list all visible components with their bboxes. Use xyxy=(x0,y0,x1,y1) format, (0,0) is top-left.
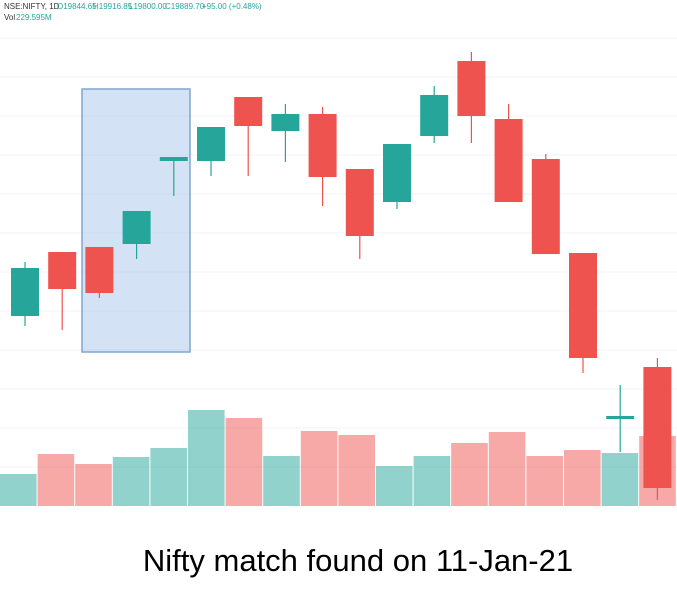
candle-body xyxy=(159,157,188,161)
volume-bar xyxy=(225,418,263,506)
volume-bar xyxy=(37,454,75,506)
candle-body xyxy=(531,159,560,254)
symbol: NSE:NIFTY, 1D xyxy=(4,2,60,11)
low-label: L19800.00 xyxy=(129,2,167,11)
high-label: H19916.85 xyxy=(93,2,133,11)
volume-bar xyxy=(564,450,601,506)
candle-body xyxy=(420,95,449,136)
candle-body xyxy=(271,114,300,131)
volume-bar xyxy=(300,431,338,506)
close-label: C19889.70 xyxy=(165,2,205,11)
volume-bar xyxy=(338,435,375,506)
volume-bar xyxy=(526,456,563,506)
volume-value: 229.595M xyxy=(16,13,52,22)
open-label: O19844.65 xyxy=(57,2,97,11)
volume-bar xyxy=(413,456,451,506)
marks xyxy=(0,52,676,506)
volume-bar xyxy=(601,453,639,506)
volume-bar xyxy=(376,466,413,506)
volume-bar xyxy=(263,456,300,506)
caption: Nifty match found on 11-Jan-21 xyxy=(143,543,573,578)
volume-bar xyxy=(75,464,112,506)
change-label: +95.00 (+0.48%) xyxy=(202,2,262,11)
candle-body xyxy=(345,169,374,236)
volume-bar xyxy=(488,432,526,506)
volume-bar xyxy=(188,410,225,506)
candle-body xyxy=(11,268,39,316)
candle-body xyxy=(308,114,337,177)
candle-body xyxy=(457,61,486,116)
volume-bar xyxy=(150,448,187,506)
volume-name: Vol xyxy=(4,13,15,22)
candle-body xyxy=(85,247,114,293)
candle-body xyxy=(197,127,225,161)
candle-body xyxy=(494,119,523,202)
volume-bar xyxy=(0,474,37,506)
candle-body xyxy=(643,367,672,488)
volume-bar xyxy=(451,443,488,506)
volume-bar xyxy=(112,457,150,506)
candle-body xyxy=(48,252,77,289)
candle-body xyxy=(606,416,635,419)
candle-body xyxy=(569,253,597,358)
candle-body xyxy=(383,144,411,202)
candle-body xyxy=(122,211,151,244)
candle-body xyxy=(234,97,263,126)
